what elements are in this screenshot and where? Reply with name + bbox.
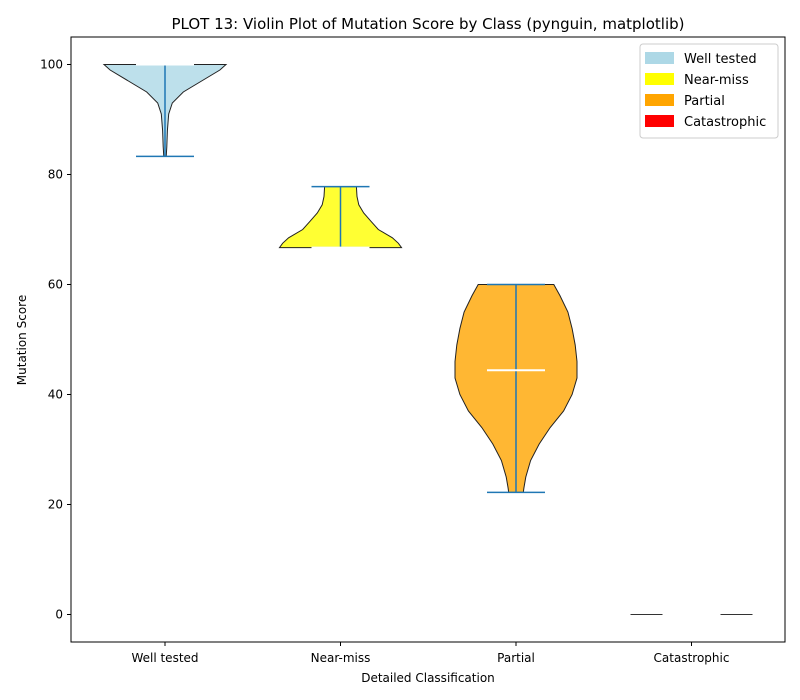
y-tick-label: 100: [40, 58, 63, 72]
x-tick-label: Near-miss: [311, 651, 371, 665]
legend-label: Partial: [684, 94, 725, 109]
violin-partial: [454, 283, 578, 494]
violin-well-tested: [102, 63, 228, 158]
legend-label: Catastrophic: [684, 115, 766, 130]
plot-frame: [70, 36, 786, 643]
legend-swatch: [645, 73, 674, 85]
x-tick-label: Well tested: [131, 651, 198, 665]
y-tick-label: 40: [48, 388, 63, 402]
y-tick-label: 20: [48, 498, 63, 512]
legend-swatch: [645, 115, 674, 127]
x-axis: Well tested Near-miss Partial Catastrophic: [131, 642, 729, 665]
chart-title: PLOT 13: Violin Plot of Mutation Score b…: [171, 15, 684, 33]
y-axis: 0 20 40 60 80 100: [40, 58, 71, 622]
legend-box: [639, 43, 779, 139]
y-axis-label: Mutation Score: [15, 295, 29, 385]
y-tick-label: 0: [55, 608, 63, 622]
legend-swatch: [645, 52, 674, 64]
legend: Well tested Near-miss Partial Catastrophic: [639, 43, 779, 139]
plot-area: [102, 63, 753, 615]
legend-label: Well tested: [684, 52, 757, 67]
x-axis-label: Detailed Classification: [361, 671, 495, 685]
y-tick-label: 80: [48, 168, 63, 182]
legend-label: Near-miss: [684, 73, 749, 88]
y-tick-label: 60: [48, 278, 63, 292]
legend-swatch: [645, 94, 674, 106]
violin-near-miss: [278, 185, 403, 249]
x-tick-label: Partial: [497, 651, 535, 665]
x-tick-label: Catastrophic: [654, 651, 730, 665]
